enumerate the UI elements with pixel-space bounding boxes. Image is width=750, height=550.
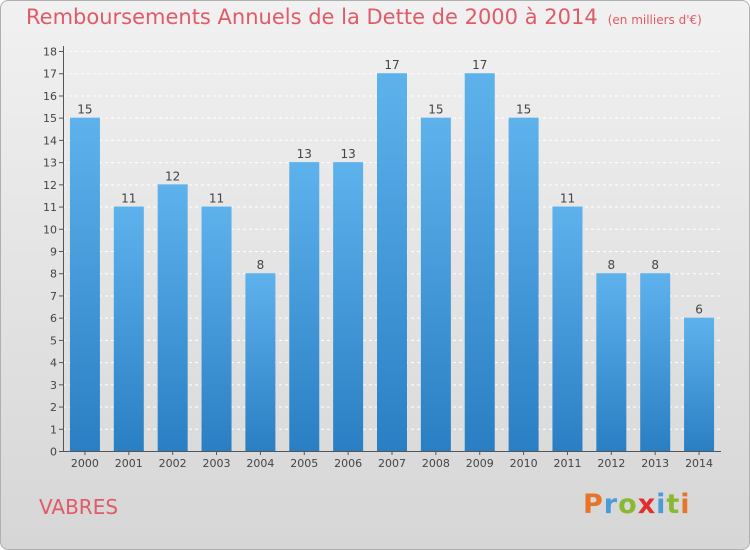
value-label: 11 [209, 192, 224, 206]
y-tick-label: 15 [43, 112, 57, 125]
value-label: 13 [297, 147, 312, 161]
x-tick-label: 2004 [246, 457, 274, 470]
y-tick-label: 3 [50, 379, 57, 392]
y-tick-label: 11 [43, 201, 57, 214]
y-tick-label: 18 [43, 46, 57, 59]
x-tick-label: 2009 [466, 457, 494, 470]
bar-2004 [245, 273, 276, 451]
value-label: 11 [560, 192, 575, 206]
x-tick-label: 2003 [203, 457, 231, 470]
y-tick-label: 9 [50, 246, 57, 259]
value-label: 6 [695, 303, 703, 317]
value-label: 8 [257, 258, 265, 272]
y-tick-label: 12 [43, 179, 57, 192]
x-tick-label: 2007 [378, 457, 406, 470]
axes [59, 46, 721, 455]
value-label: 8 [651, 258, 659, 272]
value-label: 15 [77, 103, 92, 117]
x-tick-label: 2014 [685, 457, 713, 470]
chart-subtitle: (en milliers d'€) [607, 13, 702, 27]
y-tick-label: 8 [50, 268, 57, 281]
x-tick-label: 2012 [597, 457, 625, 470]
bar-2012 [596, 273, 627, 451]
logo-letter: x [637, 489, 657, 520]
y-tick-label: 2 [50, 401, 57, 414]
chart-title: Remboursements Annuels de la Dette de 20… [26, 5, 702, 29]
logo-letter: r [603, 489, 619, 520]
y-tick-label: 13 [43, 157, 57, 170]
bar-2007 [377, 73, 407, 451]
y-tick-label: 16 [43, 90, 57, 103]
value-label: 12 [165, 169, 180, 183]
title-text: Remboursements Annuels de la Dette de 20… [26, 5, 598, 29]
labels: 0123456789101112131415161718152000112001… [43, 46, 713, 471]
logo-letter: t [666, 489, 681, 520]
x-tick-label: 2002 [159, 457, 187, 470]
bar-2014 [684, 317, 715, 451]
x-tick-label: 2006 [334, 457, 362, 470]
value-label: 17 [472, 58, 487, 72]
logo-letter: P [583, 489, 604, 520]
value-label: 11 [121, 192, 136, 206]
value-label: 17 [384, 58, 399, 72]
logo-letter: i [680, 489, 691, 520]
bar-2001 [113, 206, 144, 451]
x-tick-label: 2011 [553, 457, 581, 470]
y-tick-label: 5 [50, 334, 57, 347]
bar-2010 [508, 117, 539, 452]
value-label: 15 [428, 103, 443, 117]
bar-2000 [69, 117, 100, 452]
bar-2003 [201, 206, 232, 451]
proxiti-logo: Proxiti [583, 489, 691, 520]
x-tick-label: 2005 [290, 457, 318, 470]
logo-letter: o [618, 489, 638, 520]
x-tick-label: 2010 [510, 457, 538, 470]
value-label: 8 [608, 258, 616, 272]
y-tick-label: 0 [50, 446, 57, 459]
y-tick-label: 17 [43, 68, 57, 81]
y-tick-label: 10 [43, 223, 57, 236]
town-name: VABRES [39, 495, 119, 519]
value-label: 13 [340, 147, 355, 161]
y-tick-label: 14 [43, 134, 57, 147]
y-tick-label: 7 [50, 290, 57, 303]
bars [69, 73, 715, 452]
value-label: 15 [516, 103, 531, 117]
logo-letter: i [656, 489, 667, 520]
bar-2002 [157, 184, 188, 452]
bar-2006 [333, 162, 364, 451]
y-tick-label: 4 [50, 357, 57, 370]
x-tick-label: 2008 [422, 457, 450, 470]
bar-2008 [420, 117, 451, 452]
y-tick-label: 1 [50, 423, 57, 436]
bar-2009 [464, 73, 495, 451]
y-tick-label: 6 [50, 312, 57, 325]
x-tick-label: 2013 [641, 457, 669, 470]
bar-2005 [289, 162, 320, 451]
bar-2013 [640, 273, 671, 451]
x-tick-label: 2001 [115, 457, 143, 470]
x-tick-label: 2000 [71, 457, 99, 470]
bar-2011 [552, 206, 583, 451]
